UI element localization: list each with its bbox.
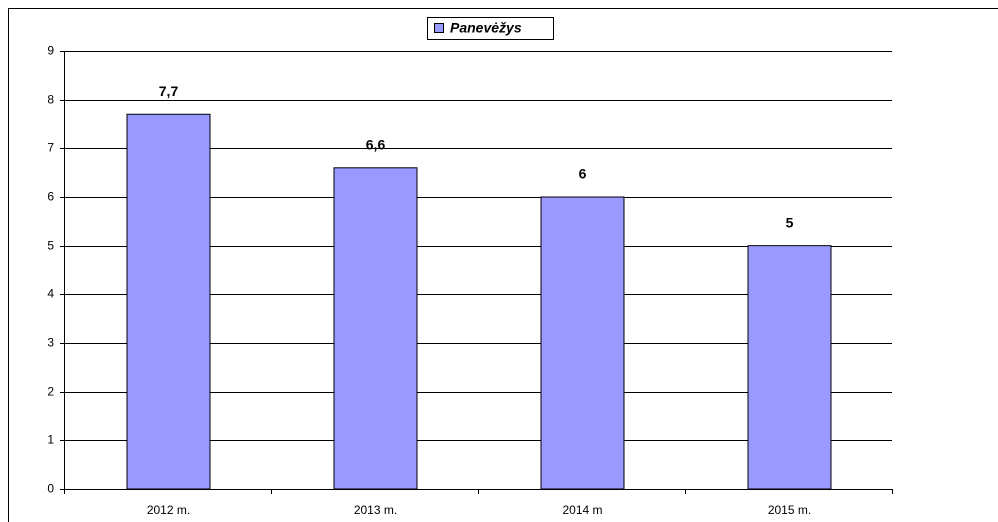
value-label: 6,6 [366,137,386,153]
value-label: 5 [786,214,794,230]
legend-label: Panevėžys [450,20,522,36]
y-tick-label: 4 [47,287,54,301]
bar [126,113,211,490]
value-label: 7,7 [159,83,179,99]
x-tick-label: 2012 m. [147,503,190,517]
value-label: 6 [579,166,587,182]
y-tick-label: 1 [47,433,54,447]
legend-box [427,17,554,40]
x-tick-label: 2013 m. [354,503,397,517]
y-tick-label: 6 [47,190,54,204]
y-tick-label: 2 [47,385,54,399]
legend-swatch [434,23,444,33]
x-tick-label: 2015 m. [768,503,811,517]
bar [333,167,418,490]
bar [540,196,625,490]
bar [747,245,832,490]
legend: Panevėžys [427,17,554,40]
y-tick-label: 0 [47,482,54,496]
y-tick-label: 3 [47,336,54,350]
y-tick-label: 9 [47,44,54,58]
x-tick-label: 2014 m [562,503,602,517]
y-tick-label: 8 [47,93,54,107]
y-tick-label: 7 [47,141,54,155]
y-tick-label: 5 [47,239,54,253]
